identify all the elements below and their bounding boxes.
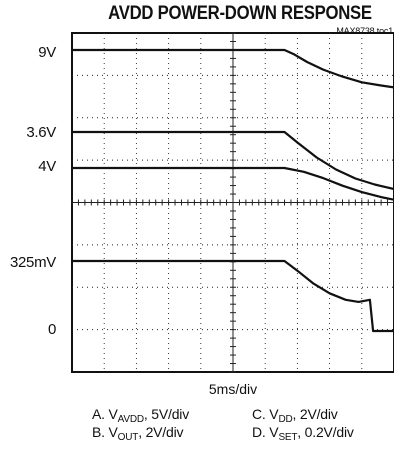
legend-d: D. VSET, 0.2V/div	[252, 424, 354, 443]
figure-code: MAX8738 toc1	[336, 26, 393, 36]
trace-B	[72, 130, 394, 191]
legend-c-scale: , 2V/div	[292, 406, 338, 422]
y-label-b: 3.6V	[26, 124, 56, 141]
legend-a-quantity: V	[108, 406, 118, 422]
y-label-a: 9V	[38, 44, 56, 61]
legend-b-quantity: V	[108, 424, 118, 440]
legend-b-scale: , 2V/div	[138, 424, 184, 440]
legend-c-subscript: DD	[278, 414, 293, 425]
legend-c: C. VDD, 2V/div	[252, 406, 338, 425]
trace-A	[72, 48, 394, 89]
legend-b-subscript: OUT	[117, 432, 139, 443]
legend-a-subscript: AVDD	[117, 414, 144, 425]
y-label-ground: 0	[47, 321, 56, 338]
y-label-d: 325mV	[9, 254, 56, 271]
legend-b: B. VOUT, 2V/div	[92, 424, 184, 443]
x-axis-label: 5ms/div	[208, 381, 258, 397]
y-label-c: 4V	[38, 158, 56, 175]
legend-c-quantity: V	[269, 406, 279, 422]
trace-C	[72, 166, 394, 201]
legend-d-subscript: SET	[278, 432, 298, 443]
legend-d-scale: , 0.2V/div	[297, 424, 354, 440]
trace-D	[72, 259, 394, 333]
chart-title: AVDD POWER-DOWN RESPONSE	[108, 3, 372, 24]
legend-a: A. VAVDD, 5V/div	[92, 406, 190, 425]
legend-d-quantity: V	[269, 424, 279, 440]
legend-a-scale: , 5V/div	[143, 406, 190, 422]
